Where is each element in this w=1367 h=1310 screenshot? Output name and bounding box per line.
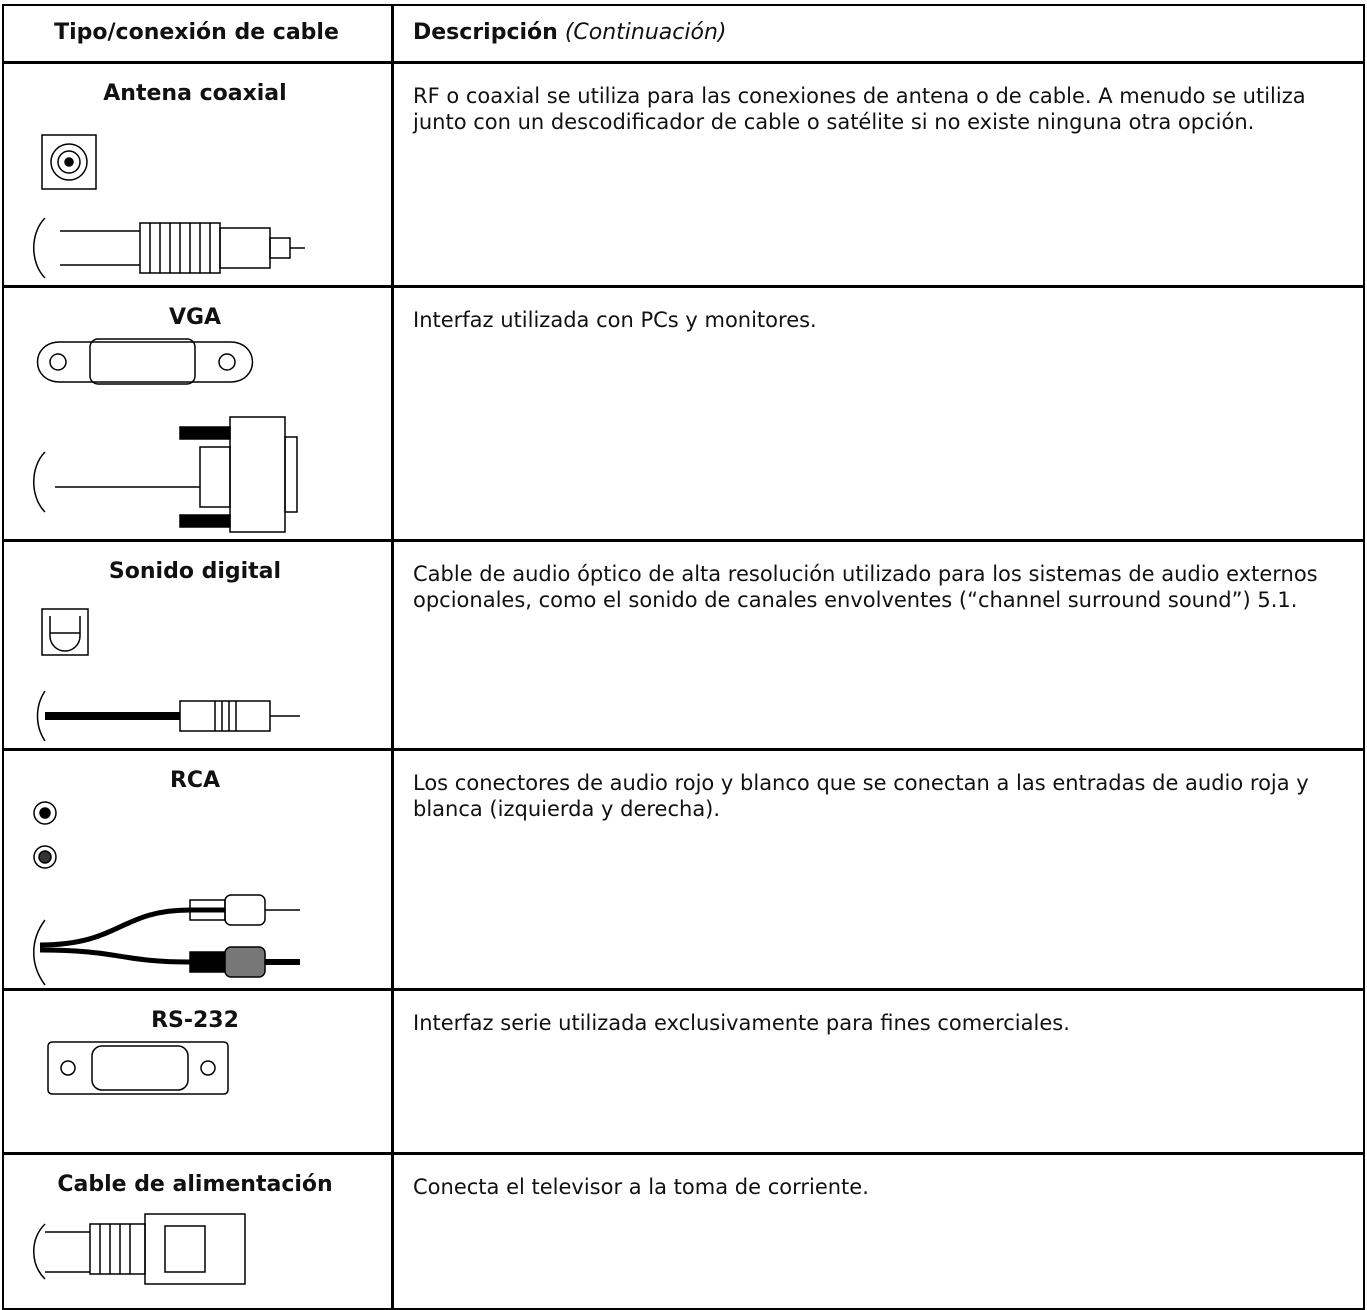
rca-icon [33, 801, 300, 986]
description: Los conectores de audio rojo y blanco qu… [413, 771, 1309, 821]
header-col2: Descripción (Continuación) [413, 20, 726, 45]
description: Cable de audio óptico de alta resolución… [413, 562, 1318, 612]
header-col2-bold: Descripción [413, 20, 558, 45]
cable-type: Antena coaxial [103, 81, 287, 106]
cable-type: Sonido digital [108, 559, 282, 584]
description: Conecta el televisor a la toma de corrie… [413, 1175, 869, 1199]
cable-type: RS-232 [151, 1008, 239, 1033]
cable-type: RCA [169, 768, 221, 793]
optical-icon [36, 608, 300, 742]
cable-type: VGA [168, 305, 222, 330]
vga-icon [33, 338, 298, 533]
header-col1: Tipo/conexión de cable [54, 20, 339, 45]
rs232-icon [47, 1041, 229, 1095]
description: Interfaz utilizada con PCs y monitores. [413, 308, 817, 332]
power-icon [33, 1213, 246, 1285]
coaxial-icon [33, 134, 305, 279]
description: Interfaz serie utilizada exclusivamente … [413, 1011, 1070, 1035]
description: RF o coaxial se utiliza para las conexio… [413, 84, 1306, 134]
cable-type: Cable de alimentación [57, 1172, 333, 1197]
header-col2-note: (Continuación) [564, 20, 727, 45]
